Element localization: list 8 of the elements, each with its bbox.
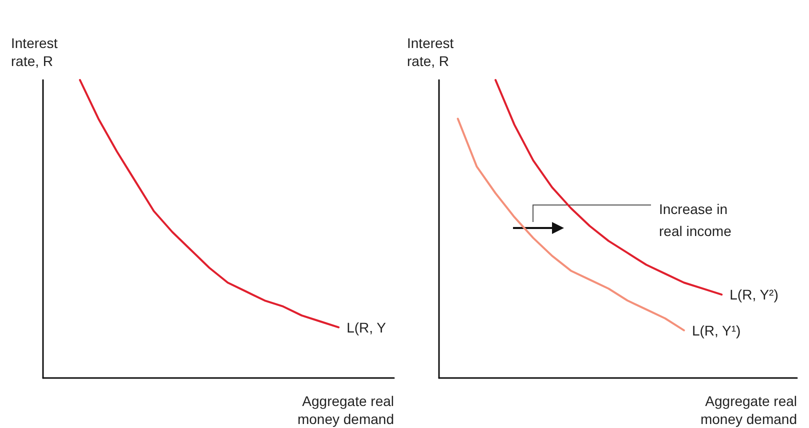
series-label: L(R, Y bbox=[346, 319, 387, 336]
series-label: L(R, Y¹) bbox=[692, 322, 741, 338]
annotation: Increase in real income bbox=[659, 201, 732, 239]
x-axis-title: Aggregate real money demand bbox=[700, 393, 797, 427]
y-axis-title: Interest rate, R bbox=[11, 35, 58, 69]
y-axis-title: Interest rate, R bbox=[407, 35, 454, 69]
series-label: L(R, Y²) bbox=[730, 286, 778, 303]
x-axis-title: Aggregate real money demand bbox=[297, 393, 394, 427]
